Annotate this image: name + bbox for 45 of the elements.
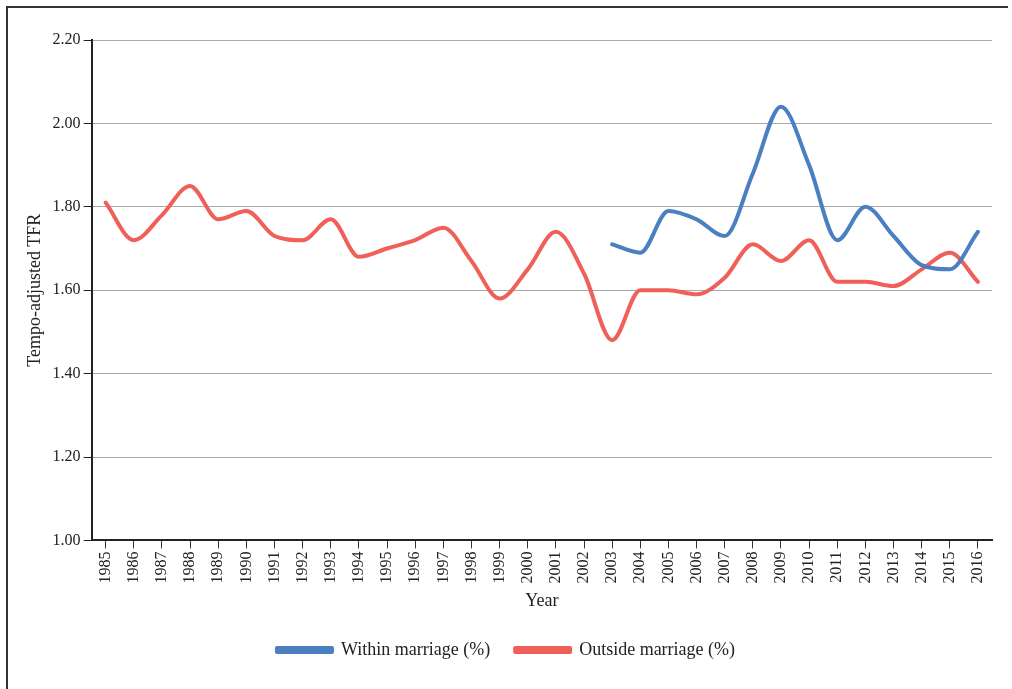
- x-tick-label: 2010: [799, 551, 817, 584]
- x-tick-label: 1992: [292, 551, 310, 584]
- x-tick-label: 2005: [658, 551, 676, 584]
- y-tick-label: 1.80: [52, 197, 81, 214]
- x-tick-label: 2009: [771, 551, 789, 584]
- x-tick-label: 2011: [827, 551, 845, 583]
- x-tick-label: 2008: [743, 551, 761, 584]
- y-axis-title: Tempo-adjusted TFR: [23, 213, 44, 367]
- x-tick-label: 2000: [517, 551, 535, 584]
- x-tick-label: 1988: [180, 551, 198, 584]
- x-tick-label: 2014: [911, 551, 929, 584]
- x-tick-label: 2013: [883, 551, 901, 584]
- x-tick-label: 2001: [546, 551, 564, 584]
- y-tick-label: 2.20: [52, 30, 81, 48]
- y-tick-label: 1.20: [52, 447, 81, 465]
- x-tick-label: 1996: [405, 551, 423, 584]
- y-tick-label: 2.00: [52, 113, 81, 131]
- x-tick-label: 2015: [940, 551, 957, 584]
- x-tick-label: 2012: [855, 551, 873, 584]
- legend-label: Within marriage (%): [340, 638, 491, 660]
- x-tick-label: 1998: [461, 551, 479, 584]
- y-tick-label: 1.60: [52, 280, 81, 298]
- y-tick-label: 1.00: [52, 530, 81, 548]
- x-tick-label: 1989: [208, 551, 226, 584]
- x-tick-label: 1991: [264, 551, 282, 584]
- x-tick-label: 1993: [320, 551, 338, 584]
- x-tick-label: 1995: [377, 551, 395, 584]
- x-tick-label: 1999: [489, 551, 507, 584]
- x-tick-label: 2002: [574, 551, 592, 584]
- x-tick-label: 2016: [968, 551, 986, 584]
- x-tick-label: 1994: [349, 551, 367, 584]
- x-tick-label: 1986: [124, 551, 142, 584]
- x-tick-label: 1985: [95, 551, 113, 584]
- x-tick-label: 2003: [602, 551, 620, 584]
- line-series: [103, 183, 980, 343]
- x-tick-label: 1987: [152, 551, 170, 584]
- x-tick-label: 2004: [630, 551, 648, 584]
- x-axis-title: Year: [525, 589, 559, 610]
- x-tick-label: 1990: [236, 551, 254, 584]
- y-tick-label: 1.40: [52, 363, 81, 381]
- x-tick-label: 1997: [433, 551, 451, 584]
- x-tick-label: 2006: [686, 551, 704, 584]
- x-tick-label: 2007: [714, 551, 732, 584]
- legend-label: Outside marriage (%): [579, 638, 736, 660]
- line-series: [610, 104, 980, 272]
